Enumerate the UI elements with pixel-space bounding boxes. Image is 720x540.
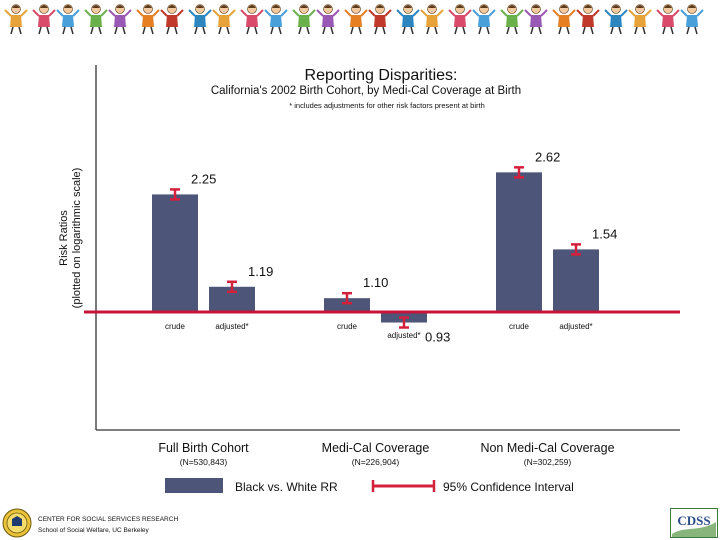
child-figure-icon [396,4,420,35]
legend-bar-swatch [165,478,223,493]
group-n-label-1: (N=226,904) [352,457,400,467]
footer-org: CENTER FOR SOCIAL SERVICES RESEARCH Scho… [38,514,178,536]
bar-label-0-0: crude [165,322,186,331]
y-axis-label: Risk Ratios(plotted on logarithmic scale… [58,168,83,309]
child-figure-icon [108,4,132,35]
bar-2-1 [553,249,599,312]
child-figure-icon [628,4,652,35]
value-label-0-1: 1.19 [248,264,273,279]
cdss-logo-text: CDSS [677,513,710,528]
chart-panel: Reporting Disparities: California's 2002 … [40,40,680,500]
child-figure-icon [448,4,472,35]
child-figure-icon [604,4,628,35]
child-figure-icon [368,4,392,35]
uc-seal-logo [2,508,32,538]
child-figure-icon [524,4,548,35]
bar-label-2-0: crude [509,322,530,331]
ci-marker-0-0 [170,188,180,201]
bar-label-1-0: crude [337,322,358,331]
bar-label-0-1: adjusted* [215,322,248,331]
bar-2-0 [496,172,542,312]
children-banner [4,4,704,35]
value-label-1-1: 0.93 [425,330,450,345]
group-n-label-0: (N=530,843) [180,457,228,467]
child-figure-icon [4,4,28,35]
child-figure-icon [576,4,600,35]
cdss-logo: CDSS [670,508,718,538]
child-figure-icon [32,4,56,35]
group-label-1: Medi-Cal Coverage [322,441,430,455]
value-label-2-0: 2.62 [535,149,560,164]
bar-1-0 [324,298,370,312]
ci-marker-2-0 [514,166,524,179]
value-label-1-0: 1.10 [363,275,388,290]
group-label-0: Full Birth Cohort [158,441,249,455]
child-figure-icon [420,4,444,35]
chart-note: * includes adjustments for other risk fa… [289,101,485,110]
group-n-label-2: (N=302,259) [524,457,572,467]
value-label-2-1: 1.54 [592,226,617,241]
value-label-0-0: 2.25 [191,171,216,186]
risk-ratio-chart: Reporting Disparities:California's 2002 … [58,65,680,494]
child-figure-icon [84,4,108,35]
bar-0-0 [152,194,198,312]
child-figure-icon [188,4,212,35]
child-figure-icon [240,4,264,35]
child-figure-icon [292,4,316,35]
footer-org-line1: CENTER FOR SOCIAL SERVICES RESEARCH [38,516,179,523]
child-figure-icon [316,4,340,35]
legend-bar-label: Black vs. White RR [235,480,338,494]
child-figure-icon [500,4,524,35]
child-figure-icon [264,4,288,35]
chart-subtitle: California's 2002 Birth Cohort, by Medi-… [211,85,521,97]
child-figure-icon [212,4,236,35]
y-axis-label-line1: Risk Ratios [58,210,70,266]
chart-title: Reporting Disparities: [305,67,458,84]
bar-label-2-1: adjusted* [559,322,592,331]
ci-marker-2-1 [571,243,581,256]
child-figure-icon [160,4,184,35]
child-figure-icon [472,4,496,35]
bar-label-1-1: adjusted* [387,331,420,340]
y-axis-label-line2: (plotted on logarithmic scale) [71,168,83,309]
group-label-2: Non Medi-Cal Coverage [480,441,614,455]
legend-ci-label: 95% Confidence Interval [443,480,574,494]
child-figure-icon [344,4,368,35]
ci-marker-0-1 [227,280,237,294]
ci-marker-1-0 [342,291,352,305]
child-figure-icon [680,4,704,35]
ci-marker-1-1 [399,316,409,329]
child-figure-icon [552,4,576,35]
child-figure-icon [136,4,160,35]
footer-org-line2: School of Social Welfare, UC Berkeley [38,527,149,534]
child-figure-icon [656,4,680,35]
legend-ci-swatch [371,480,436,492]
child-figure-icon [56,4,80,35]
